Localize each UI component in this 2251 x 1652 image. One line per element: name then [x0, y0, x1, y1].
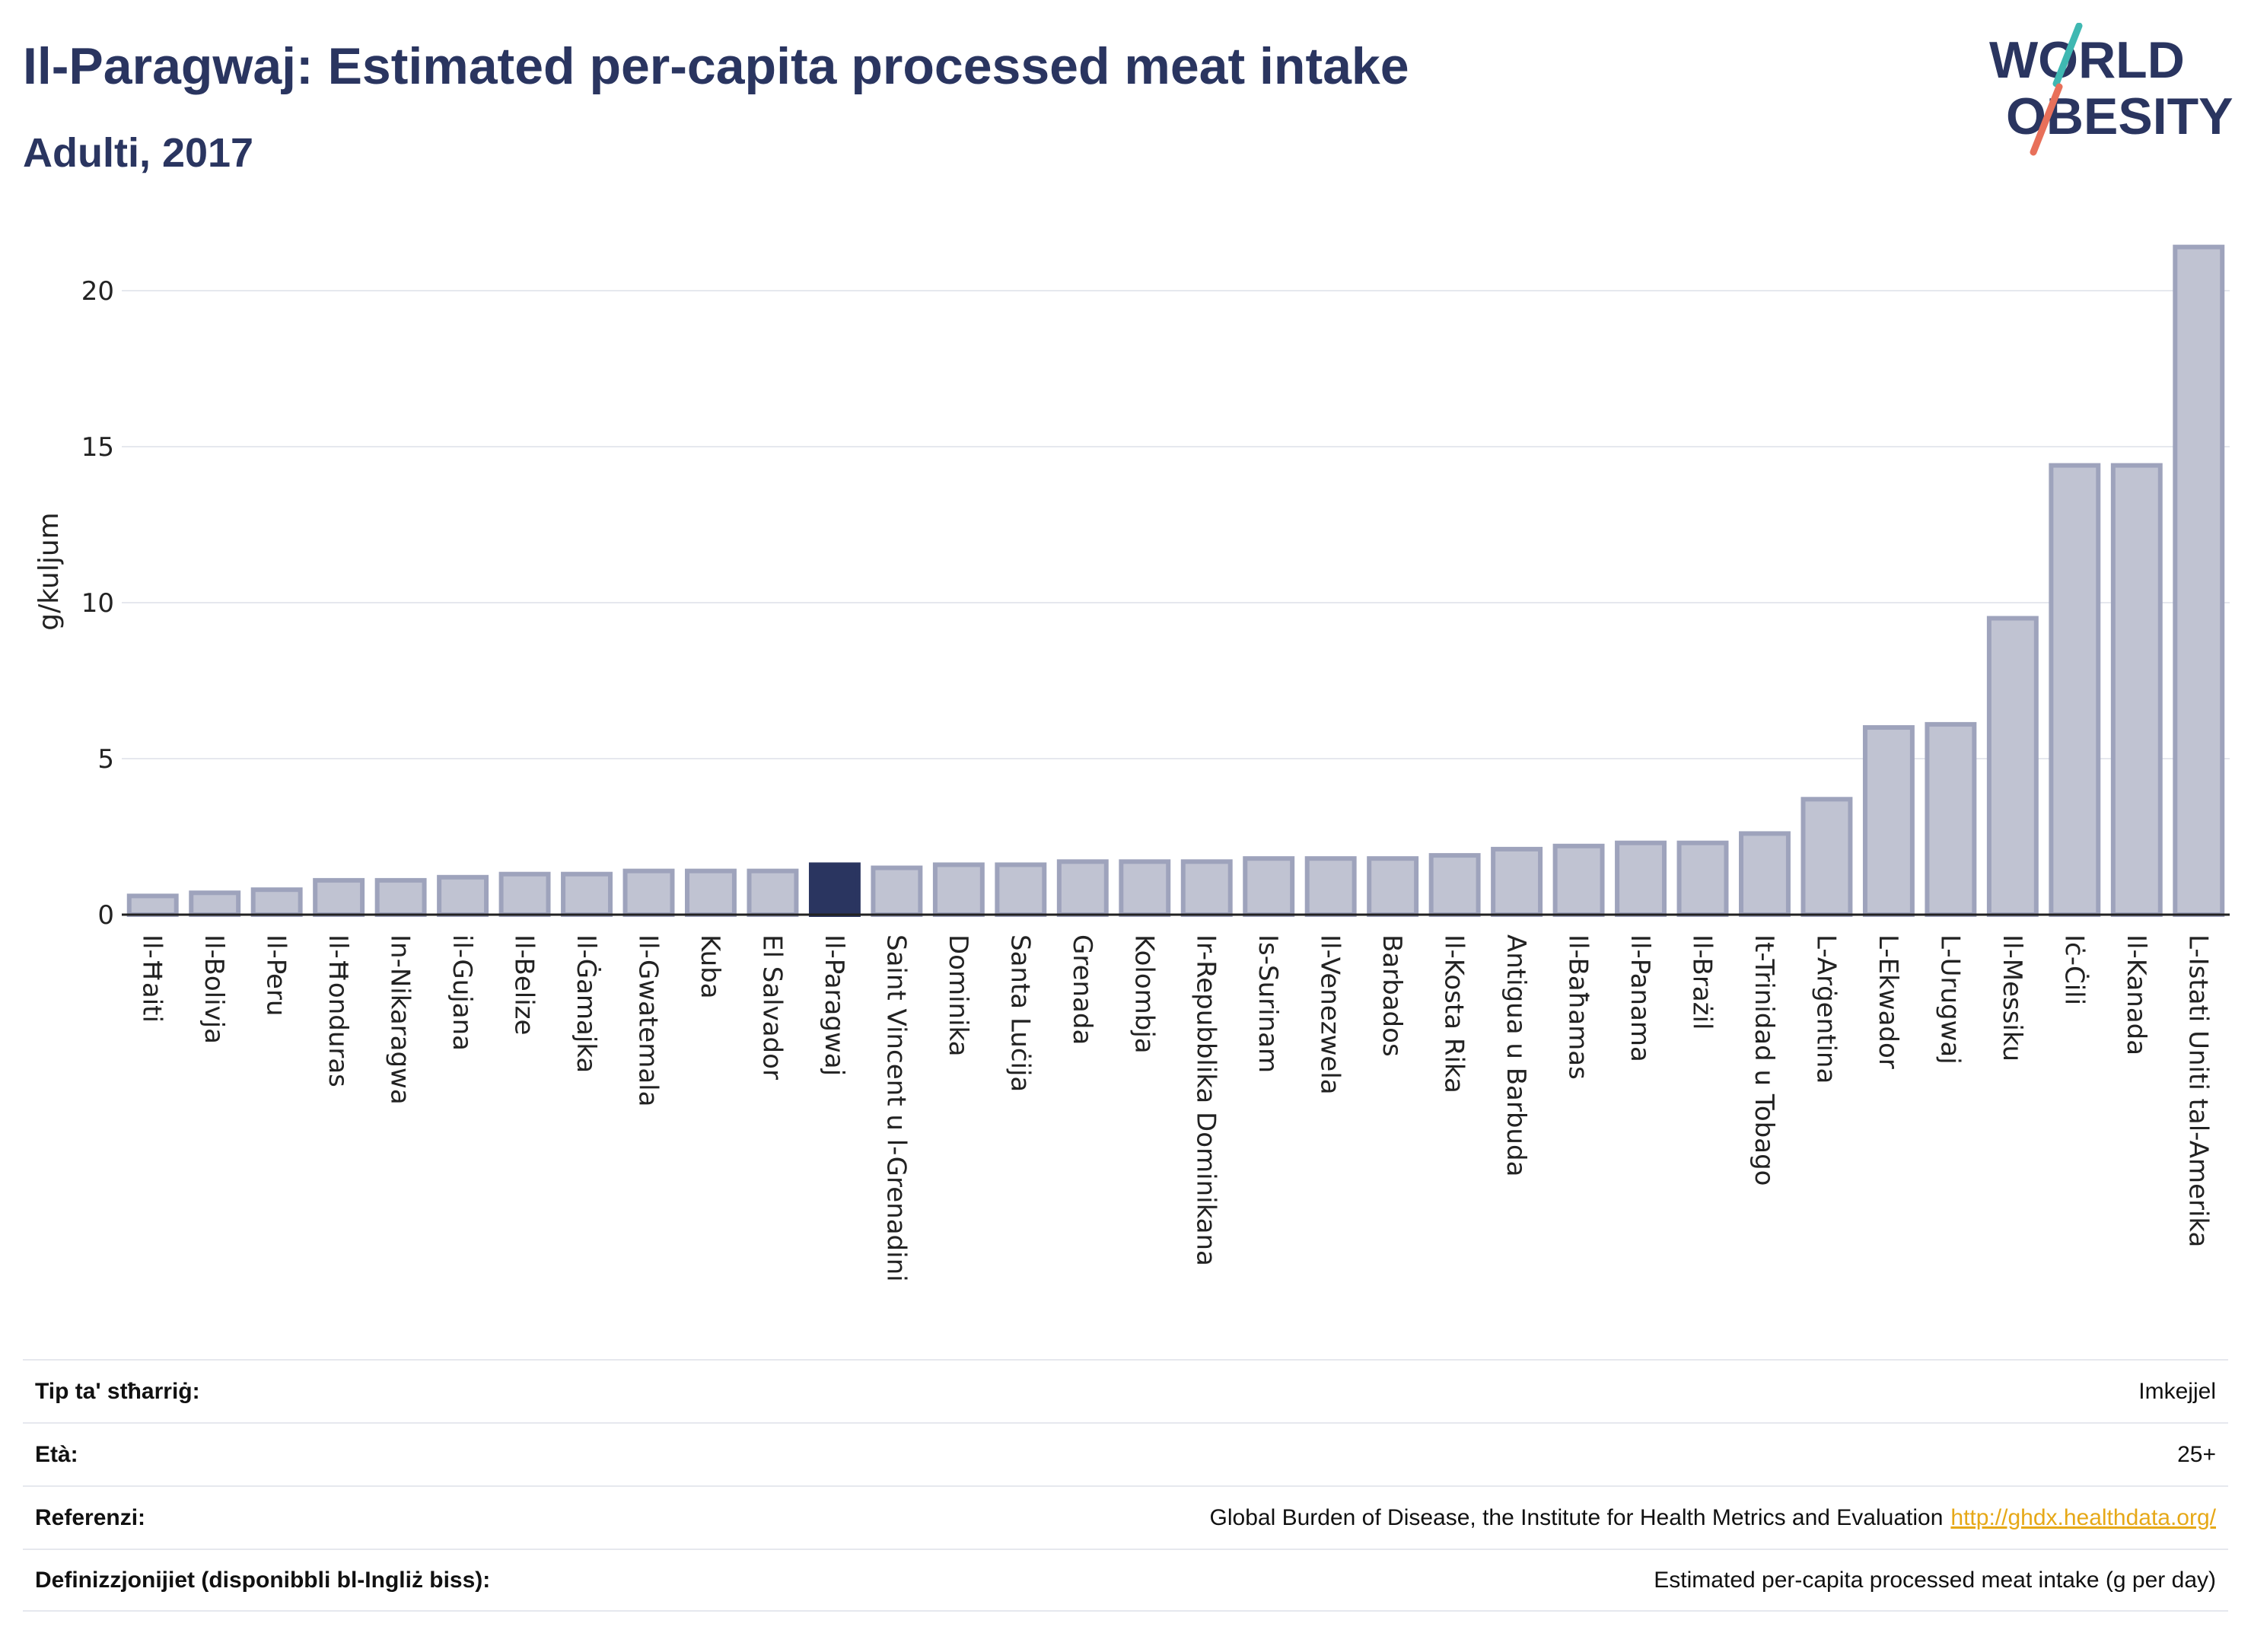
x-category-label: Il-Bolivja — [199, 934, 229, 1044]
info-label: Tip ta' stħarriġ: — [35, 1378, 200, 1404]
chart-title: Il-Paragwaj: Estimated per-capita proces… — [23, 37, 1409, 95]
info-label: Definizzjonijiet (disponibbli bl-Ingliż … — [35, 1567, 491, 1593]
x-category-label: il-Gujana — [447, 934, 477, 1051]
x-category-label: Il-Panama — [1625, 934, 1655, 1062]
bar — [374, 877, 427, 918]
bar — [1491, 846, 1543, 918]
bar — [747, 868, 799, 917]
bar — [2049, 463, 2101, 917]
bar — [1986, 616, 2039, 917]
bar — [313, 877, 365, 918]
bar — [1304, 856, 1357, 917]
bar — [1056, 859, 1109, 918]
x-category-label: Il-Kanada — [2121, 934, 2151, 1055]
x-category-label: Ir-Repubblika Dominikana — [1191, 934, 1221, 1266]
x-category-label: Il-Ħaiti — [137, 934, 167, 1023]
x-category-label: Iċ-Ċili — [2058, 934, 2090, 1005]
bar — [1428, 853, 1481, 917]
bar — [1615, 840, 1667, 917]
bar — [126, 893, 179, 918]
bar — [808, 862, 861, 918]
info-row-age: Età: 25+ — [23, 1422, 2228, 1485]
logo-word-world: WORLD — [1989, 31, 2185, 89]
bar — [1180, 859, 1233, 918]
reference-link[interactable]: http://ghdx.healthdata.org/ — [1950, 1504, 2216, 1530]
bar — [871, 865, 923, 917]
x-category-label: Il-Venezwela — [1315, 934, 1345, 1095]
info-value: Estimated per-capita processed meat inta… — [1654, 1567, 2216, 1593]
info-value: Global Burden of Disease, the Institute … — [1209, 1504, 1944, 1530]
bar — [2110, 463, 2163, 917]
axes: 0 5 10 15 20 Il-Ħaiti Il-Bolivja Il-Peru Il-Ħond… — [81, 276, 2230, 1282]
x-category-label: Il-Baħamas — [1563, 934, 1594, 1080]
info-value-wrap: Global Burden of Disease, the Institute … — [1210, 1505, 2216, 1531]
bar — [2173, 244, 2225, 918]
x-category-label: El Salvador — [756, 934, 787, 1080]
bar — [1676, 840, 1729, 917]
x-category-label: Kolombja — [1129, 934, 1159, 1054]
bar — [1862, 725, 1915, 917]
x-category-label: L-Arġentina — [1810, 934, 1841, 1084]
x-category-label: Dominika — [943, 934, 973, 1056]
x-category-label: Is-Surinam — [1253, 934, 1283, 1073]
x-category-label: L-Istati Uniti tal-Amerika — [2183, 934, 2213, 1247]
bar-chart: 0 5 10 15 20 Il-Ħaiti Il-Bolivja Il-Peru Il-Ħond… — [33, 244, 2230, 1282]
info-label: Referenzi: — [35, 1504, 146, 1530]
bar — [189, 890, 241, 918]
x-category-label: Saint Vincent u l-Grenadini — [880, 934, 911, 1282]
y-tick-label: 15 — [81, 432, 114, 463]
y-axis-title: g/kuljum — [33, 512, 65, 630]
bar — [1739, 831, 1791, 918]
bar — [561, 871, 613, 917]
x-category-label: Il-Belize — [509, 934, 540, 1035]
info-label: Età: — [35, 1441, 78, 1467]
x-category-label: Grenada — [1067, 934, 1097, 1045]
x-category-label: Barbados — [1377, 934, 1407, 1057]
x-category-label: Santa Luċija — [1005, 934, 1035, 1092]
info-row-definitions: Definizzjonijiet (disponibbli bl-Ingliż … — [23, 1549, 2228, 1612]
x-category-label: Il-Peru — [261, 934, 291, 1016]
x-category-label: L-Ekwador — [1873, 934, 1903, 1069]
x-category-label: Il-Ġamajka — [571, 934, 602, 1073]
bar — [995, 862, 1047, 918]
x-category-label: Kuba — [695, 934, 725, 999]
x-category-label: L-Urugwaj — [1934, 934, 1965, 1065]
x-category-label: Il-Ħonduras — [323, 934, 353, 1087]
bar — [1119, 859, 1171, 918]
bar — [622, 868, 675, 917]
grid-lines — [122, 290, 2230, 759]
bar — [932, 862, 985, 918]
info-value: 25+ — [2177, 1441, 2216, 1467]
chart-subtitle: Adulti, 2017 — [23, 130, 254, 176]
x-category-label: Il-Gwatemala — [633, 934, 664, 1106]
logo-slash-teal — [2052, 23, 2083, 88]
x-category-label: Il-Paragwaj — [819, 934, 849, 1076]
bar — [250, 887, 303, 917]
y-tick-label: 5 — [97, 744, 114, 775]
world-obesity-logo: WORLD OBESITY — [1989, 23, 2233, 156]
y-tick-label: 0 — [97, 900, 114, 931]
bar — [1800, 797, 1853, 918]
y-tick-label: 10 — [81, 588, 114, 619]
x-category-label: Antigua u Barbuda — [1501, 934, 1531, 1176]
bar — [1552, 843, 1605, 918]
bar — [1925, 721, 1977, 918]
info-table: Tip ta' stħarriġ: Imkejjel Età: 25+ Refe… — [23, 1359, 2228, 1612]
x-category-label: It-Trinidad u Tobago — [1749, 934, 1779, 1186]
x-category-label: Il-Kosta Rika — [1439, 934, 1469, 1093]
bars — [126, 244, 2225, 918]
logo-slash-coral — [2030, 83, 2063, 156]
bar — [1243, 856, 1295, 917]
y-tick-label: 20 — [81, 276, 114, 307]
x-category-label: Il-Brażil — [1687, 934, 1718, 1030]
info-row-survey-type: Tip ta' stħarriġ: Imkejjel — [23, 1359, 2228, 1422]
bar — [498, 871, 551, 917]
bar — [437, 874, 489, 918]
info-value: Imkejjel — [2138, 1378, 2216, 1404]
x-category-label: Il-Messiku — [1997, 934, 2027, 1062]
bar — [1367, 856, 1419, 917]
info-row-references: Referenzi: Global Burden of Disease, the… — [23, 1485, 2228, 1549]
x-category-label: In-Nikaragwa — [385, 934, 415, 1105]
bar — [685, 868, 737, 917]
